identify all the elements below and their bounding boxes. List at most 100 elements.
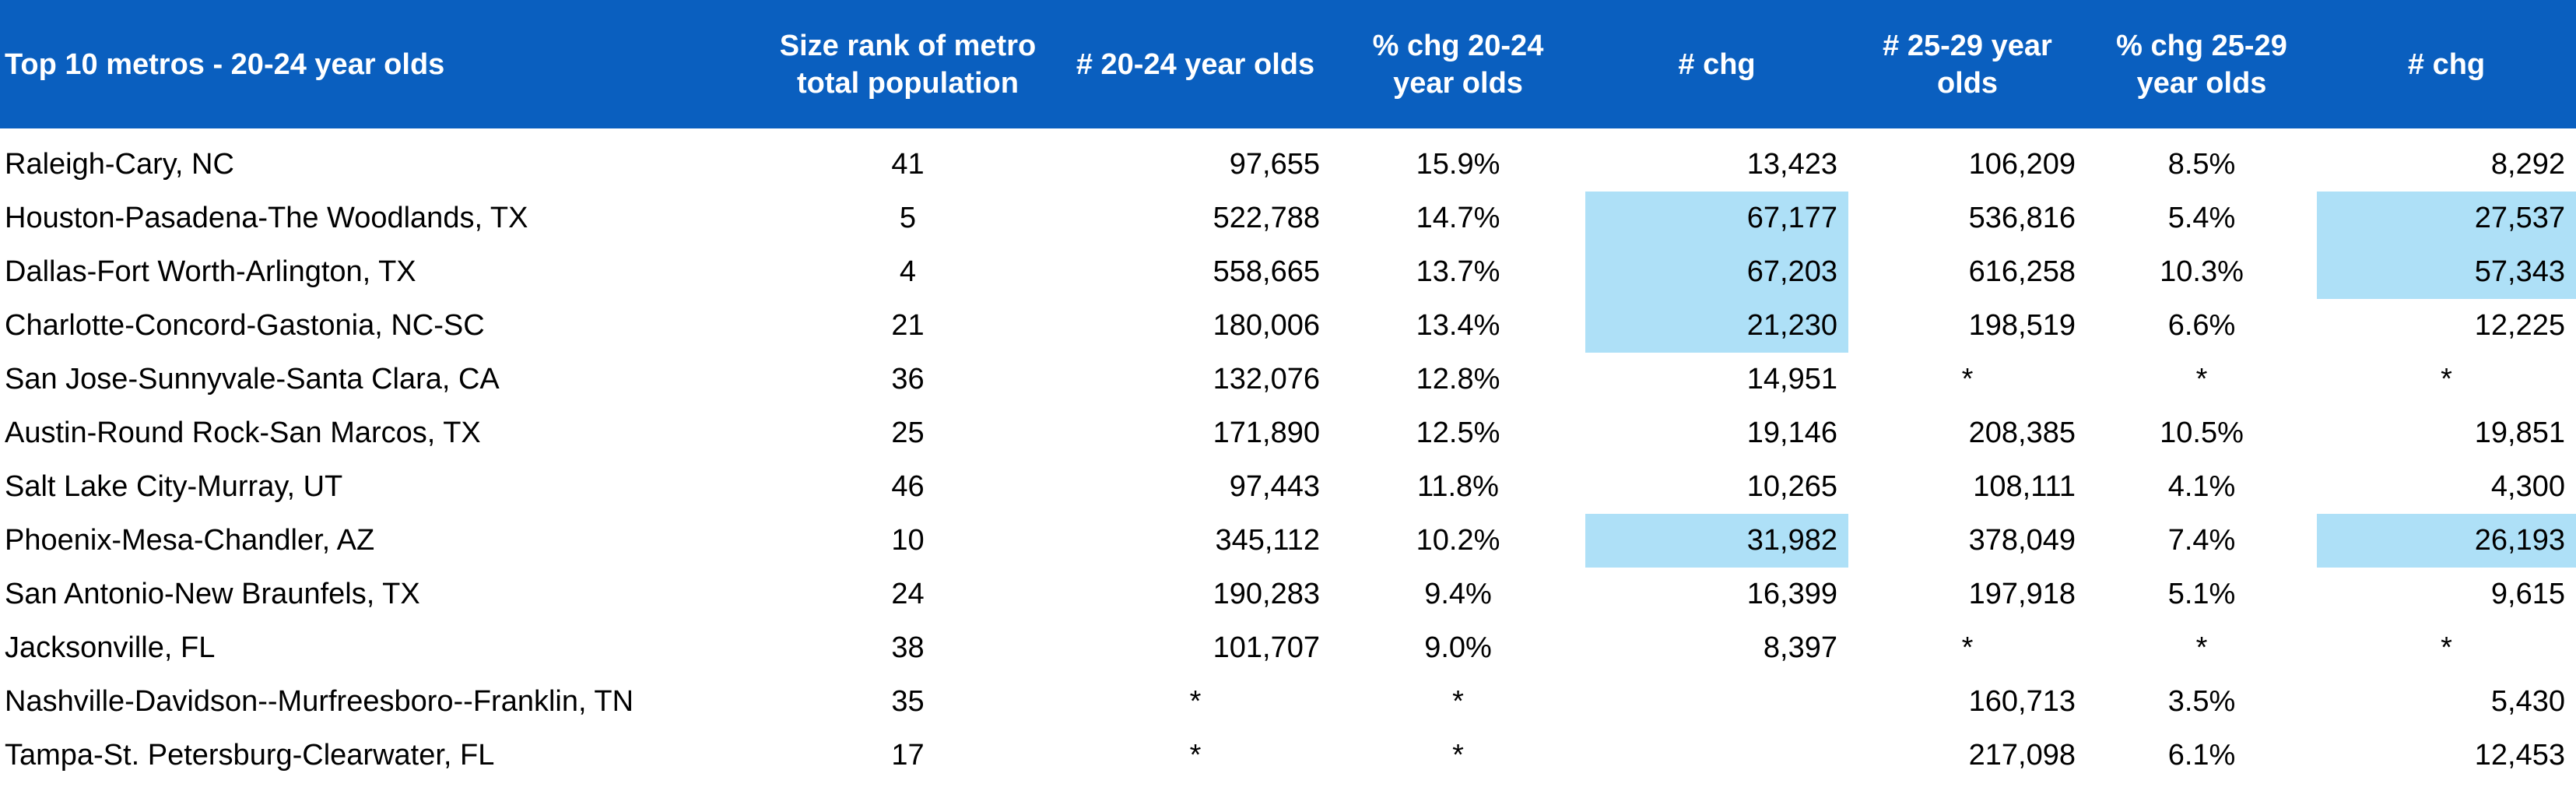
data-cell: 14.7%: [1416, 202, 1500, 234]
table-row: Charlotte-Concord-Gastonia, NC-SC 21 180,0…: [0, 299, 2576, 353]
data-cell: 9,615: [2490, 578, 2565, 610]
column-header: Size rank of metro total population: [756, 0, 1060, 128]
column-header: % chg 20-24 year olds: [1331, 0, 1585, 128]
data-cell: 190,283: [1213, 578, 1320, 610]
data-cell: 198,519: [1968, 309, 2076, 342]
data-cell: 46: [891, 470, 925, 503]
table-row: Salt Lake City-Murray, UT 46 97,443 11.8% 10…: [0, 460, 2576, 514]
metro-name: Jacksonville, FL: [5, 631, 216, 664]
data-cell: 11.8%: [1417, 470, 1499, 503]
data-cell: 3.5%: [2167, 685, 2236, 718]
data-cell: *: [1961, 363, 1974, 396]
data-cell: 197,918: [1968, 578, 2076, 610]
data-cell: 25: [891, 417, 925, 449]
data-cell: 17: [891, 739, 925, 772]
data-cell: *: [1189, 739, 1202, 772]
data-cell: 10.5%: [2160, 417, 2244, 449]
data-cell: *: [1189, 685, 1202, 718]
metro-name: Austin-Round Rock-San Marcos, TX: [5, 417, 481, 449]
data-cell: 13.7%: [1416, 255, 1500, 288]
data-cell: 106,209: [1968, 148, 2076, 181]
data-cell: 97,655: [1229, 148, 1320, 181]
table-row: San Antonio-New Braunfels, TX 24 190,283 9.…: [0, 568, 2576, 621]
table-row: Tampa-St. Petersburg-Clearwater, FL 17 * * 2…: [0, 729, 2576, 782]
data-cell: *: [2195, 631, 2208, 664]
data-cell: 35: [891, 685, 925, 718]
data-cell: 5,430: [2490, 685, 2565, 718]
data-cell: [1585, 729, 1848, 782]
data-cell: [1585, 675, 1848, 729]
column-header: # 25-29 year olds: [1848, 0, 2086, 128]
data-cell: 13,423: [1746, 148, 1837, 181]
data-cell: 171,890: [1213, 417, 1320, 449]
data-cell: 108,111: [1973, 470, 2076, 503]
data-cell: 345,112: [1215, 524, 1320, 557]
data-cell: 5.1%: [2167, 578, 2236, 610]
data-cell: 19,146: [1746, 417, 1837, 449]
metro-name: Salt Lake City-Murray, UT: [5, 470, 343, 503]
data-cell: *: [2441, 631, 2452, 664]
spacer-row: [0, 128, 2576, 138]
table-row: San Jose-Sunnyvale-Santa Clara, CA 36 132,…: [0, 353, 2576, 406]
data-cell: *: [1961, 631, 1974, 664]
data-cell: 5: [899, 202, 917, 234]
data-cell: 10: [891, 524, 925, 557]
data-cell: 101,707: [1213, 631, 1320, 664]
metro-name: Charlotte-Concord-Gastonia, NC-SC: [5, 309, 485, 342]
data-cell: 132,076: [1213, 363, 1320, 396]
data-cell: 10.3%: [2160, 255, 2244, 288]
spacer-cell: [0, 128, 2576, 138]
data-cell: 522,788: [1213, 202, 1320, 234]
data-cell: 21: [891, 309, 925, 342]
data-cell: 9.0%: [1424, 631, 1492, 664]
table-body: Raleigh-Cary, NC 41 97,655 15.9% 13,423 106,2…: [0, 128, 2576, 782]
metro-name: Houston-Pasadena-The Woodlands, TX: [5, 202, 528, 234]
header-row: Top 10 metros - 20-24 year olds Size rank…: [0, 0, 2576, 128]
table-row: Raleigh-Cary, NC 41 97,655 15.9% 13,423 106,2…: [0, 138, 2576, 192]
data-cell: 16,399: [1746, 578, 1837, 610]
data-cell: 180,006: [1213, 309, 1320, 342]
data-cell: 12,225: [2474, 309, 2565, 342]
data-cell: 26,193: [2317, 514, 2576, 568]
data-cell: 558,665: [1213, 255, 1320, 288]
metro-name: San Jose-Sunnyvale-Santa Clara, CA: [5, 363, 500, 396]
data-cell: 6.1%: [2167, 739, 2236, 772]
column-header: Top 10 metros - 20-24 year olds: [0, 0, 756, 128]
data-cell: 67,203: [1585, 245, 1848, 299]
data-cell: 160,713: [1968, 685, 2076, 718]
column-header: % chg 25-29 year olds: [2086, 0, 2317, 128]
data-cell: 12.8%: [1416, 363, 1500, 396]
data-cell: *: [1452, 739, 1464, 772]
data-cell: 67,177: [1585, 192, 1848, 245]
data-cell: 5.4%: [2167, 202, 2236, 234]
metro-name: San Antonio-New Braunfels, TX: [5, 578, 420, 610]
data-cell: 10,265: [1746, 470, 1837, 503]
column-header: # chg: [1585, 0, 1848, 128]
data-cell: 8.5%: [2167, 148, 2236, 181]
metro-name: Nashville-Davidson--Murfreesboro--Frankl…: [5, 685, 634, 718]
data-cell: 12,453: [2474, 739, 2565, 772]
data-cell: 6.6%: [2167, 309, 2236, 342]
data-cell: *: [2195, 363, 2208, 396]
data-cell: 27,537: [2317, 192, 2576, 245]
metro-name: Raleigh-Cary, NC: [5, 148, 234, 181]
data-cell: *: [2441, 363, 2452, 396]
data-cell: 41: [891, 148, 925, 181]
data-cell: 616,258: [1968, 255, 2076, 288]
data-cell: 4.1%: [2167, 470, 2236, 503]
table-row: Austin-Round Rock-San Marcos, TX 25 171,89…: [0, 406, 2576, 460]
data-cell: *: [1452, 685, 1464, 718]
data-cell: 208,385: [1968, 417, 2076, 449]
table-row: Nashville-Davidson--Murfreesboro--Frankl…: [0, 675, 2576, 729]
data-cell: 21,230: [1585, 299, 1848, 353]
data-cell: 14,951: [1746, 363, 1837, 396]
table-row: Houston-Pasadena-The Woodlands, TX 5 522,7…: [0, 192, 2576, 245]
data-cell: 24: [891, 578, 925, 610]
column-header: # 20-24 year olds: [1060, 0, 1331, 128]
data-cell: 13.4%: [1416, 309, 1500, 342]
data-cell: 7.4%: [2167, 524, 2236, 557]
data-cell: 31,982: [1585, 514, 1848, 568]
column-header: # chg: [2317, 0, 2576, 128]
data-cell: 97,443: [1229, 470, 1320, 503]
